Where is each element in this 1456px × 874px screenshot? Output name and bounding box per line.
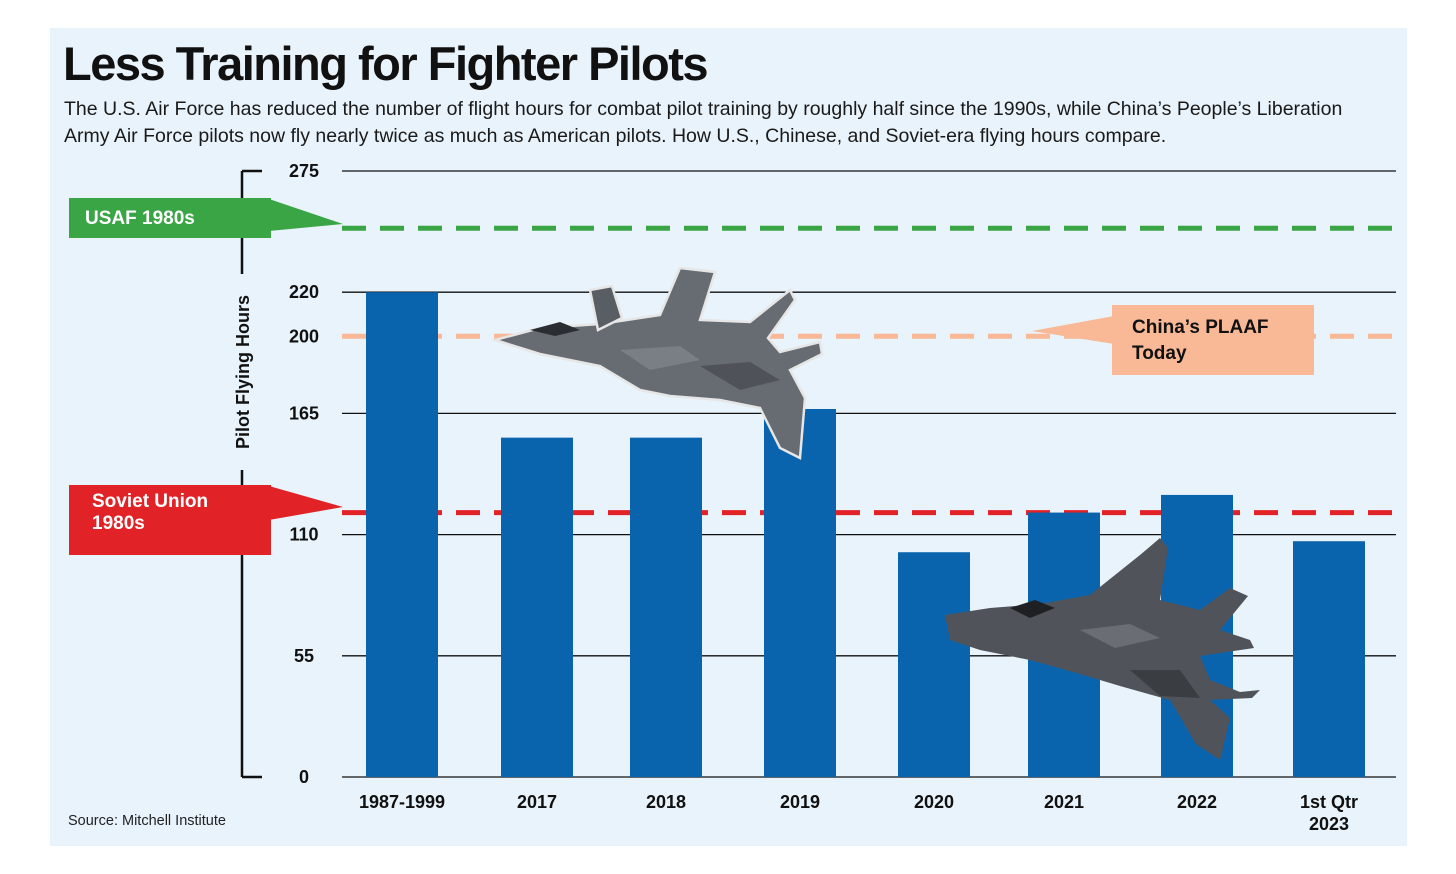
flag-box-soviet <box>69 485 271 555</box>
chart-title: Less Training for Fighter Pilots <box>63 37 709 90</box>
flag-label-plaaf: Today <box>1132 343 1187 364</box>
y-tick-label: 110 <box>289 525 318 545</box>
flag-label-soviet: Soviet Union <box>92 491 208 512</box>
flag-box-plaaf <box>1112 305 1314 375</box>
bar <box>501 437 573 777</box>
x-tick-label: 2020 <box>914 792 954 812</box>
flag-pointer-plaaf <box>1032 316 1114 344</box>
chart-subtitle: The U.S. Air Force has reduced the numbe… <box>64 98 1343 147</box>
x-tick-label: 2019 <box>780 792 820 812</box>
bar <box>1293 541 1365 777</box>
gridlines <box>342 170 1396 778</box>
bar <box>366 292 438 777</box>
x-tick-label: 2017 <box>517 792 557 812</box>
flag-label-usaf: USAF 1980s <box>85 208 195 229</box>
y-tick-label: 275 <box>289 161 319 181</box>
y-axis-title: Pilot Flying Hours <box>233 295 253 449</box>
x-tick-label: 2023 <box>1309 814 1349 834</box>
flag-label-plaaf: China’s PLAAF <box>1132 317 1269 338</box>
bar <box>630 437 702 777</box>
y-axis: 0 55 110 165 200 220 275 Pilot Flying Hours <box>231 161 319 787</box>
bar <box>898 552 970 777</box>
y-tick-label: 220 <box>289 282 319 302</box>
y-tick-label: 165 <box>289 403 319 423</box>
labels: 1987-1999 2017 2018 2019 2020 2021 2022 1st Qtr… <box>69 198 1358 834</box>
y-tick-label: 200 <box>289 326 319 346</box>
flag-label-soviet: 1980s <box>92 513 145 534</box>
x-tick-label: 1st Qtr <box>1300 792 1358 812</box>
x-tick-label: 2021 <box>1044 792 1084 812</box>
x-tick-label: 1987-1999 <box>359 792 445 812</box>
flag-box-usaf <box>69 198 271 238</box>
y-tick-label: 0 <box>299 767 309 787</box>
j20-jet-icon <box>490 266 824 460</box>
y-tick-label: 55 <box>294 646 314 666</box>
flag-pointer-usaf <box>269 199 343 231</box>
bar <box>764 408 836 777</box>
x-tick-label: 2022 <box>1177 792 1217 812</box>
source-note: Source: Mitchell Institute <box>68 813 226 829</box>
flag-pointer-soviet <box>269 486 343 520</box>
f35-jet-icon <box>945 538 1260 760</box>
x-tick-label: 2018 <box>646 792 686 812</box>
y-axis-title-mask <box>231 274 253 470</box>
